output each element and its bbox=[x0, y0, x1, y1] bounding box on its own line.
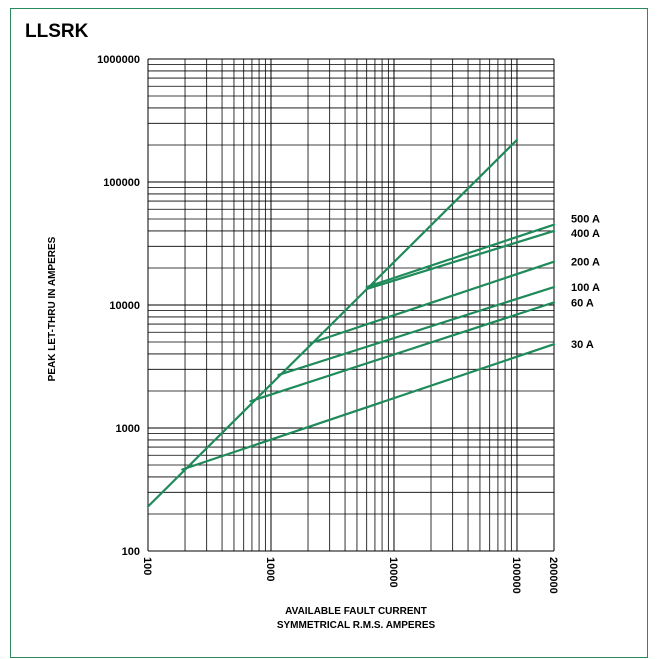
y-tick-label: 10000 bbox=[109, 300, 140, 312]
x-axis-label-line-1: AVAILABLE FAULT CURRENT bbox=[285, 606, 427, 617]
y-tick-label: 1000 bbox=[116, 423, 140, 435]
series-labels: 500 A 400 A 200 A 100 A 60 A 30 A bbox=[571, 214, 600, 352]
series-label-1: 400 A bbox=[571, 228, 600, 240]
y-tick-label: 1000000 bbox=[97, 54, 140, 66]
series-line-0 bbox=[365, 223, 556, 289]
series-line-5 bbox=[181, 343, 556, 471]
series-label-0: 500 A bbox=[571, 214, 600, 226]
series-label-4: 60 A bbox=[571, 297, 594, 309]
series-label-5: 30 A bbox=[571, 339, 594, 351]
chart-frame: LLSRK 100 1000 10000 100000 1000000 100 1000 1… bbox=[10, 8, 648, 658]
y-tick-label: 100 bbox=[122, 546, 140, 558]
x-tick-label: 100000 bbox=[510, 557, 522, 594]
series-line-2 bbox=[309, 260, 556, 345]
series-line-1 bbox=[365, 229, 556, 291]
series-lines bbox=[146, 138, 556, 508]
x-tick-label: 100 bbox=[141, 557, 153, 575]
series-label-2: 200 A bbox=[571, 257, 600, 269]
y-axis-label: PEAK LET-THRU IN AMPERES bbox=[47, 236, 58, 381]
series-label-3: 100 A bbox=[571, 282, 600, 294]
x-axis-label-line-2: SYMMETRICAL R.M.S. AMPERES bbox=[277, 620, 436, 631]
x-tick-labels: 100 1000 10000 100000 200000 bbox=[141, 557, 559, 594]
reference-line bbox=[146, 138, 519, 508]
series-line-4 bbox=[249, 301, 556, 403]
x-tick-label: 10000 bbox=[387, 557, 399, 588]
x-tick-label: 1000 bbox=[264, 557, 276, 581]
x-tick-label: 200000 bbox=[547, 557, 559, 594]
y-tick-label: 100000 bbox=[103, 177, 140, 189]
series-line-3 bbox=[277, 285, 556, 377]
y-tick-labels: 100 1000 10000 100000 1000000 bbox=[97, 54, 140, 558]
chart-title: LLSRK bbox=[25, 21, 89, 42]
